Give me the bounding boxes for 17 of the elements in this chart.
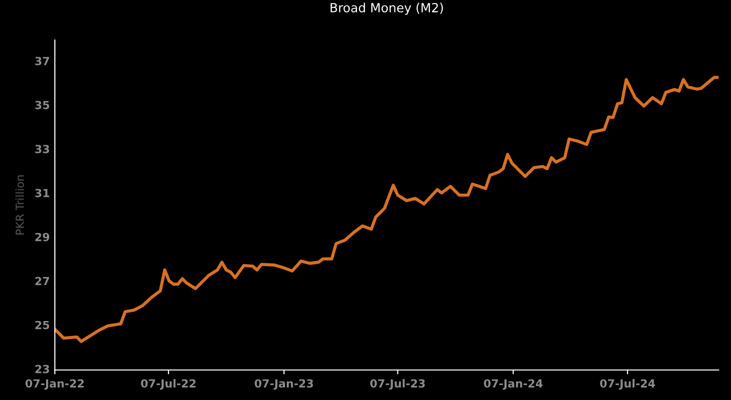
y-tick-label: 29 <box>35 232 50 242</box>
y-tick-label: 25 <box>35 320 50 330</box>
y-tick-label: 37 <box>35 56 50 66</box>
x-tick-label: 07-Jul-22 <box>141 379 196 390</box>
x-tick-label: 07-Jul-24 <box>600 379 656 390</box>
y-tick-label: 27 <box>35 276 50 286</box>
line-series <box>54 76 719 343</box>
y-tick-label: 23 <box>35 364 50 374</box>
x-tick-label: 07-Jan-22 <box>26 379 84 390</box>
y-tick-label: 31 <box>35 188 50 198</box>
x-tick-label: 07-Jan-24 <box>484 379 543 390</box>
y-tick-label: 33 <box>35 144 50 154</box>
y-axis-title: PKR Trillion <box>15 175 24 234</box>
x-tick-label: 07-Jan-23 <box>254 379 313 390</box>
x-tick-label: 07-Jul-23 <box>370 379 425 390</box>
y-tick-label: 35 <box>35 100 50 110</box>
chart-title: Broad Money (M2) <box>330 2 443 15</box>
